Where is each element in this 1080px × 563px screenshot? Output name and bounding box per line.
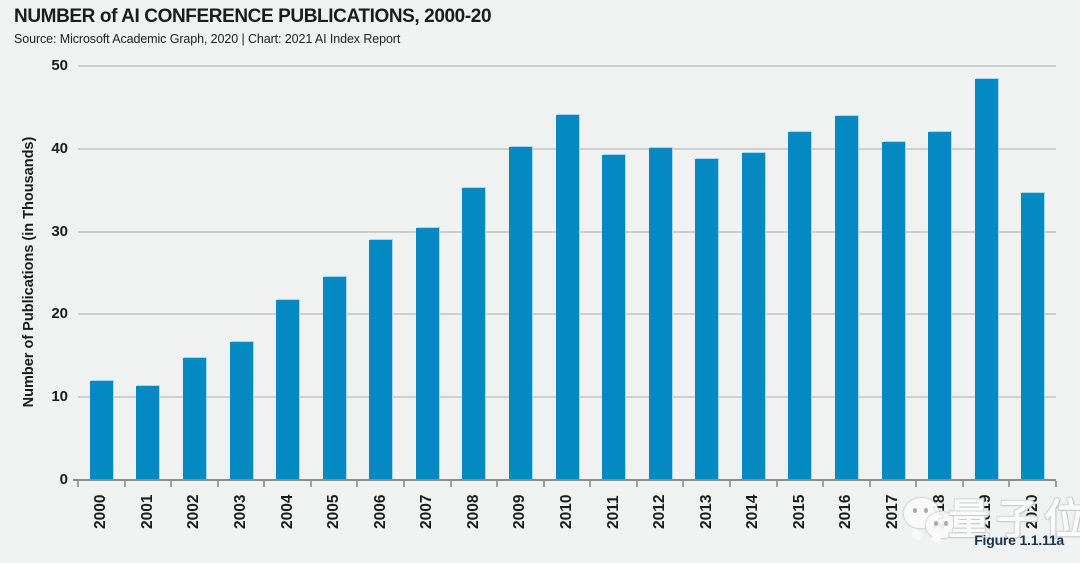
x-tick-label-2010: 2010	[558, 494, 575, 529]
bar-2001	[136, 385, 160, 481]
bar-2017	[881, 142, 905, 481]
x-tick-label-2013: 2013	[697, 494, 715, 529]
bar-2004	[276, 300, 300, 481]
x-axis-tick	[309, 481, 312, 487]
chat-bubble-front	[926, 512, 956, 545]
bar-2010	[555, 114, 579, 481]
x-tick-label-2007: 2007	[418, 494, 436, 529]
x-tick-label-2004: 2004	[278, 494, 296, 529]
bar-2011	[602, 154, 626, 481]
x-axis-tick	[449, 481, 452, 487]
x-axis-tick	[1055, 481, 1057, 487]
x-axis-tick	[961, 481, 964, 487]
x-axis-tick	[263, 481, 266, 487]
bar-2016	[834, 115, 858, 481]
x-axis-tick	[775, 481, 778, 487]
bar-2019	[974, 79, 998, 481]
y-tick-label-10: 10	[51, 388, 68, 406]
axis-baseline	[73, 479, 1056, 481]
x-tick-label-2001: 2001	[138, 494, 156, 529]
x-axis-tick	[403, 481, 405, 487]
chart-title: NUMBER of AI CONFERENCE PUBLICATIONS, 20…	[14, 6, 492, 27]
y-tick-label-20: 20	[51, 305, 68, 323]
x-axis-tick	[216, 481, 219, 487]
x-axis-tick	[822, 481, 825, 487]
x-tick-label-2000: 2000	[92, 494, 110, 529]
x-axis-tick	[868, 481, 871, 487]
x-axis-tick	[589, 481, 592, 487]
watermark-text: 量子位	[948, 496, 1080, 543]
x-tick-label-2015: 2015	[790, 494, 808, 529]
x-tick-label-2008: 2008	[464, 494, 482, 529]
figure-label: Figure 1.1.11a	[974, 532, 1064, 548]
bar-2014	[741, 152, 765, 481]
chart-source: Source: Microsoft Academic Graph, 2020 |…	[14, 32, 401, 46]
x-axis-tick	[77, 481, 79, 487]
x-tick-label-2003: 2003	[232, 494, 249, 529]
bar-2018	[928, 132, 952, 481]
x-axis-tick	[682, 481, 685, 487]
y-tick-label-40: 40	[51, 139, 68, 157]
bar-2012	[648, 147, 672, 481]
x-axis-tick	[356, 481, 359, 487]
x-axis-tick	[915, 481, 918, 487]
bar-2008	[462, 187, 486, 481]
gridline-50	[78, 65, 1056, 67]
x-tick-label-2002: 2002	[185, 494, 203, 529]
x-axis-tick	[1008, 481, 1011, 487]
y-tick-label-0: 0	[59, 471, 68, 488]
x-axis-tick	[635, 481, 638, 487]
bar-2009	[508, 147, 532, 481]
x-axis-tick	[496, 481, 499, 487]
x-axis-tick	[170, 481, 173, 487]
bar-2003	[229, 341, 253, 481]
bar-2013	[695, 158, 719, 481]
x-tick-label-2014: 2014	[744, 494, 762, 529]
x-tick-label-2005: 2005	[325, 494, 343, 529]
bar-2005	[322, 277, 346, 481]
bar-2007	[415, 228, 439, 481]
bar-2006	[369, 239, 393, 481]
x-tick-label-2012: 2012	[651, 494, 669, 529]
bar-2002	[182, 358, 206, 481]
x-axis-tick	[729, 481, 731, 487]
x-tick-label-2016: 2016	[837, 494, 855, 529]
x-axis-tick	[542, 481, 545, 487]
y-tick-label-50: 50	[51, 57, 68, 74]
y-tick-label-30: 30	[51, 222, 68, 240]
bar-2020	[1021, 192, 1045, 481]
bar-2000	[89, 381, 113, 481]
x-tick-label-2009: 2009	[511, 494, 529, 529]
bar-2015	[788, 132, 812, 481]
x-tick-label-2006: 2006	[371, 494, 389, 529]
x-axis-tick	[123, 481, 126, 487]
x-tick-label-2011: 2011	[604, 495, 622, 529]
watermark: 量子位	[898, 490, 1080, 546]
